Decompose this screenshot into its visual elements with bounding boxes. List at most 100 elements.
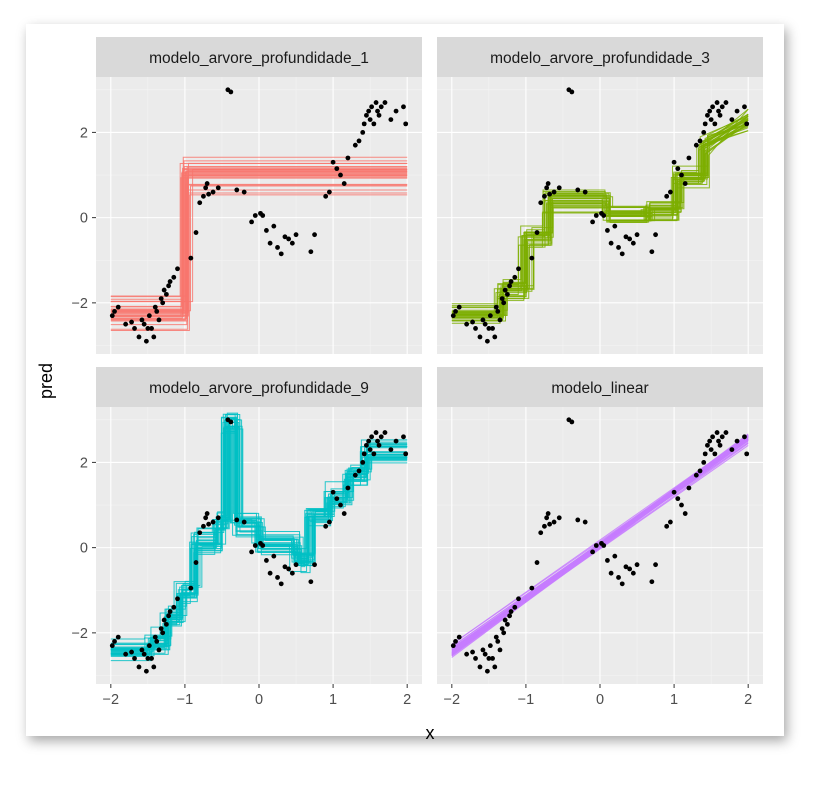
data-point: [542, 193, 547, 199]
data-point: [206, 521, 212, 527]
data-point: [742, 434, 747, 440]
data-point: [275, 575, 280, 580]
data-point: [502, 617, 508, 623]
data-point: [197, 200, 203, 206]
data-point: [160, 630, 166, 636]
facet-strip: [96, 37, 422, 77]
data-point: [352, 472, 358, 478]
data-point: [115, 304, 121, 310]
data-point: [145, 326, 151, 331]
data-point: [193, 560, 199, 565]
data-point: [630, 240, 636, 246]
data-point: [203, 185, 209, 191]
data-point: [682, 181, 688, 186]
data-point: [264, 228, 269, 233]
data-point: [271, 223, 277, 229]
data-point: [495, 638, 501, 644]
data-point: [293, 562, 299, 568]
data-point: [364, 442, 369, 448]
data-point: [149, 656, 154, 661]
data-point: [477, 664, 483, 670]
data-point: [286, 566, 292, 572]
data-point: [152, 304, 158, 310]
data-point: [544, 185, 550, 191]
data-points: [109, 87, 409, 344]
data-point: [136, 664, 142, 670]
data-point: [477, 334, 483, 340]
data-point: [369, 104, 375, 110]
data-point: [634, 562, 640, 568]
data-point: [575, 187, 581, 193]
data-point: [167, 609, 173, 614]
data-point: [132, 656, 137, 661]
data-point: [203, 515, 209, 521]
data-point: [616, 245, 621, 250]
data-point: [729, 447, 735, 453]
y-tick-label: −2: [71, 626, 88, 642]
data-point: [717, 442, 723, 448]
data-point: [490, 326, 495, 331]
data-point: [512, 604, 518, 610]
data-point: [323, 193, 329, 199]
data-point: [623, 564, 629, 570]
data-point: [569, 89, 575, 95]
data-point: [393, 438, 399, 444]
data-point: [729, 117, 735, 123]
data-point: [161, 287, 167, 293]
data-point: [293, 232, 299, 238]
data-point: [693, 142, 699, 148]
x-tick-label: 0: [255, 692, 263, 708]
data-point: [707, 438, 713, 444]
data-point: [249, 549, 254, 555]
data-point: [160, 300, 166, 306]
data-point: [361, 121, 367, 127]
data-point: [534, 560, 540, 565]
data-point: [487, 313, 493, 319]
x-tick-label: −1: [518, 692, 535, 708]
data-point: [167, 279, 173, 284]
data-point: [352, 142, 358, 148]
data-point: [141, 651, 147, 657]
x-axis-title: x: [426, 723, 435, 743]
data-point: [403, 121, 409, 127]
data-point: [634, 232, 640, 238]
data-point: [719, 434, 725, 440]
data-point: [545, 181, 551, 186]
data-point: [382, 100, 388, 105]
data-point: [282, 564, 288, 570]
data-points: [109, 417, 409, 674]
data-point: [193, 230, 199, 235]
facet-strip-label: modelo_arvore_profundidade_3: [490, 50, 710, 67]
data-point: [289, 570, 295, 576]
data-point: [504, 291, 510, 297]
panel-2: modelo_arvore_profundidade_3: [437, 37, 763, 354]
data-point: [499, 296, 505, 301]
data-point: [367, 117, 373, 123]
data-point: [717, 112, 723, 118]
data-point: [544, 515, 550, 521]
data-point: [388, 117, 394, 123]
data-point: [556, 515, 562, 521]
data-point: [163, 621, 169, 627]
facet-strip: [437, 367, 763, 407]
data-point: [345, 155, 351, 161]
x-tick-label: 2: [403, 692, 411, 708]
data-point: [582, 519, 588, 525]
data-point: [371, 451, 377, 457]
data-point: [341, 181, 347, 186]
data-point: [508, 609, 514, 614]
data-point: [714, 430, 720, 435]
data-point: [143, 668, 149, 674]
data-point: [679, 172, 684, 178]
data-point: [486, 326, 492, 331]
data-point: [112, 638, 117, 644]
data-point: [608, 570, 614, 576]
fit-line: [451, 119, 749, 322]
data-point: [326, 189, 332, 195]
data-point: [201, 193, 206, 199]
data-point: [708, 117, 714, 123]
data-point: [158, 626, 164, 631]
data-point: [382, 430, 388, 435]
data-point: [163, 291, 169, 297]
